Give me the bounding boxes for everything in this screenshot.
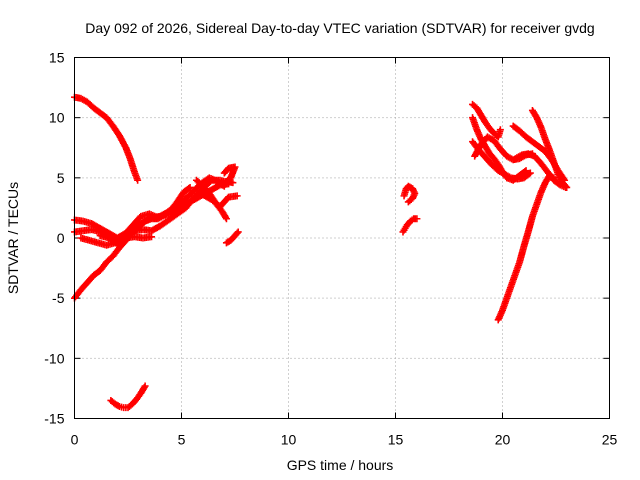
data-point <box>141 382 149 390</box>
y-tick-label: 5 <box>57 170 65 186</box>
data-point <box>234 228 242 236</box>
data-point <box>404 198 412 206</box>
data-point <box>413 215 421 223</box>
data-point <box>134 176 142 184</box>
plot-frame <box>74 57 610 419</box>
series-arc-5 <box>77 174 228 249</box>
data-point <box>114 402 122 410</box>
data-point <box>186 183 194 191</box>
data-point <box>185 184 193 192</box>
series-arc-6 <box>96 232 156 243</box>
x-tick-label: 5 <box>178 432 186 448</box>
grid <box>74 57 610 419</box>
data-point <box>496 126 504 134</box>
series-arc-11 <box>107 382 149 412</box>
y-tick-label: -15 <box>44 411 64 427</box>
data-point <box>526 169 534 177</box>
y-tick-label: 0 <box>57 230 65 246</box>
x-axis-label: GPS time / hours <box>287 457 394 473</box>
series-arc-9 <box>220 163 239 187</box>
data-point <box>229 179 237 187</box>
data-point <box>140 383 148 391</box>
series-arc-14 <box>469 100 504 141</box>
tick-labels: 0 5 10 15 20 25 -15 -10 -5 0 5 10 15 <box>44 50 617 448</box>
series-arc-8 <box>199 191 241 211</box>
series-arc-13 <box>399 215 421 236</box>
data-points <box>71 93 571 412</box>
x-tick-label: 10 <box>281 432 297 448</box>
data-point <box>219 181 227 189</box>
data-point <box>222 215 230 223</box>
data-point <box>562 183 570 191</box>
data-point <box>406 197 414 205</box>
series-arc-21 <box>511 150 570 191</box>
x-tick-label: 25 <box>602 432 618 448</box>
series-arc-12 <box>400 182 419 206</box>
y-tick-label: 15 <box>49 50 65 66</box>
data-point <box>222 213 230 221</box>
data-point <box>233 229 241 237</box>
y-tick-label: -5 <box>52 290 65 306</box>
series-arc-18 <box>494 171 558 324</box>
y-tick-label: -10 <box>44 350 64 366</box>
series-arc-1 <box>71 93 142 184</box>
data-point <box>525 170 533 178</box>
x-tick-label: 0 <box>71 432 79 448</box>
x-tick-label: 20 <box>495 432 511 448</box>
data-point <box>148 233 156 241</box>
data-point <box>220 182 228 190</box>
y-axis-label: SDTVAR / TECUs <box>5 182 21 294</box>
chart-title: Day 092 of 2026, Sidereal Day-to-day VTE… <box>85 20 594 36</box>
x-tick-label: 15 <box>388 432 404 448</box>
series-arc-10 <box>222 228 242 247</box>
y-tick-label: 10 <box>49 110 65 126</box>
data-point <box>233 192 241 200</box>
